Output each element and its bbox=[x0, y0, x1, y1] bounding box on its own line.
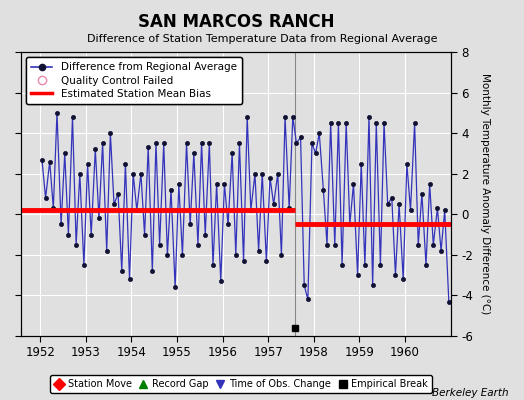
Text: Difference of Station Temperature Data from Regional Average: Difference of Station Temperature Data f… bbox=[87, 34, 437, 44]
Y-axis label: Monthly Temperature Anomaly Difference (°C): Monthly Temperature Anomaly Difference (… bbox=[479, 73, 489, 315]
Title: SAN MARCOS RANCH: SAN MARCOS RANCH bbox=[137, 13, 334, 31]
Legend: Difference from Regional Average, Quality Control Failed, Estimated Station Mean: Difference from Regional Average, Qualit… bbox=[26, 57, 242, 104]
Text: Berkeley Earth: Berkeley Earth bbox=[432, 388, 508, 398]
Legend: Station Move, Record Gap, Time of Obs. Change, Empirical Break: Station Move, Record Gap, Time of Obs. C… bbox=[50, 375, 432, 393]
